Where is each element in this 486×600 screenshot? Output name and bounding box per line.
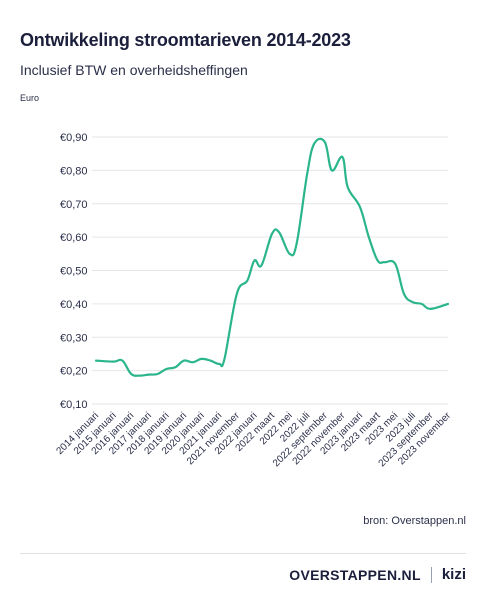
line-chart: €0,10 €0,20 €0,30 €0,40 €0,50 €0,60 €0,70 €0,80… [54, 132, 453, 469]
y-tick-label: €0,50 [60, 266, 88, 278]
kizi-logo: kizi [441, 566, 466, 583]
series-line-stroomtarief [94, 137, 450, 377]
brand-logos: OVERSTAPPEN.NL kizi [289, 566, 466, 583]
overstappen-logo: OVERSTAPPEN.NL [289, 566, 421, 583]
y-axis-unit-label: Euro [20, 93, 40, 103]
y-axis-ticks: €0,10 €0,20 €0,30 €0,40 €0,50 €0,60 €0,70 €0,80… [60, 132, 88, 411]
source-note: bron: Overstappen.nl [363, 515, 466, 527]
grid-lines [92, 136, 448, 405]
y-tick-label: €0,80 [60, 165, 88, 177]
y-tick-label: €0,40 [60, 299, 88, 311]
logo-divider [430, 566, 432, 583]
y-tick-label: €0,30 [60, 332, 88, 344]
y-tick-label: €0,70 [60, 199, 88, 211]
chart-subtitle: Inclusief BTW en overheidsheffingen [20, 62, 248, 78]
y-tick-label: €0,10 [60, 399, 88, 411]
y-tick-label: €0,60 [60, 232, 88, 244]
y-tick-label: €0,90 [60, 132, 88, 144]
chart-title: Ontwikkeling stroomtarieven 2014-2023 [20, 30, 351, 50]
y-tick-label: €0,20 [60, 366, 88, 378]
footer-divider [20, 553, 466, 554]
